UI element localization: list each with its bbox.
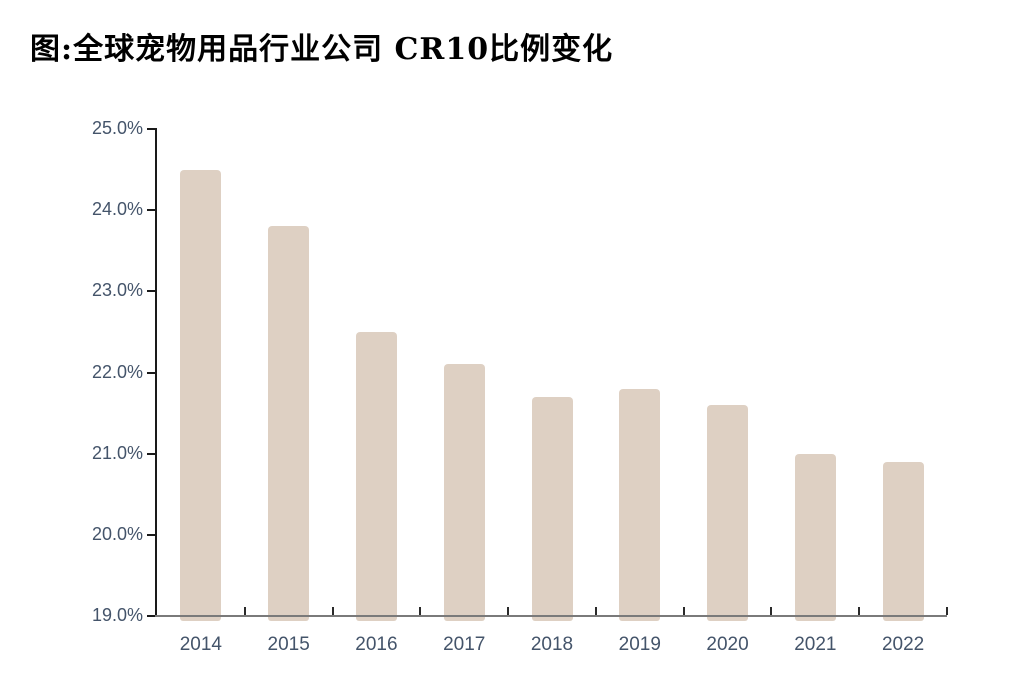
x-tick-label: 2019 <box>618 634 661 655</box>
bar-2018 <box>531 396 573 621</box>
x-tick-mark <box>594 607 597 615</box>
y-tick-label: 19.0% <box>91 605 143 625</box>
x-tick-mark <box>331 607 334 615</box>
y-tick-mark <box>147 209 155 212</box>
y-tick-label: 20.0% <box>91 523 143 544</box>
y-tick-mark <box>147 290 155 293</box>
x-tick-label: 2017 <box>443 634 486 655</box>
x-tick-label: 2022 <box>881 634 925 655</box>
x-tick-label: 2015 <box>267 634 310 655</box>
y-tick-mark <box>147 128 155 130</box>
x-tick-label: 2014 <box>179 634 223 655</box>
y-tick-label: 23.0% <box>91 280 143 301</box>
x-tick-label: 2018 <box>530 634 574 655</box>
x-tick-mark <box>858 607 861 615</box>
y-tick-mark <box>147 615 155 617</box>
chart-title: 图:全球宠物用品行业公司 CR10比例变化 <box>30 32 614 67</box>
bar-2014 <box>180 169 222 621</box>
x-tick-mark <box>770 607 773 615</box>
x-tick-mark <box>682 607 685 615</box>
bar-2021 <box>794 453 836 621</box>
y-tick-label: 21.0% <box>91 442 143 463</box>
x-tick-label: 2016 <box>355 634 398 655</box>
bar-2015 <box>268 226 310 621</box>
y-tick-mark <box>147 452 155 455</box>
y-tick-label: 22.0% <box>91 361 143 382</box>
bar-2022 <box>882 461 924 621</box>
y-tick-mark <box>147 533 155 536</box>
y-axis-line <box>155 128 157 617</box>
bar-2016 <box>355 331 397 621</box>
x-tick-label: 2020 <box>706 634 749 655</box>
y-tick-label: 24.0% <box>91 199 143 220</box>
x-tick-mark <box>243 607 246 615</box>
x-tick-mark <box>507 607 510 615</box>
x-tick-mark <box>419 607 422 615</box>
bar-2017 <box>443 364 485 621</box>
bar-2020 <box>707 404 749 621</box>
y-tick-mark <box>147 371 155 374</box>
x-tick-mark <box>946 607 948 615</box>
x-tick-label: 2021 <box>794 634 837 655</box>
bar-2019 <box>619 388 661 621</box>
y-tick-label: 25.0% <box>91 118 143 138</box>
x-axis-line <box>155 615 947 617</box>
